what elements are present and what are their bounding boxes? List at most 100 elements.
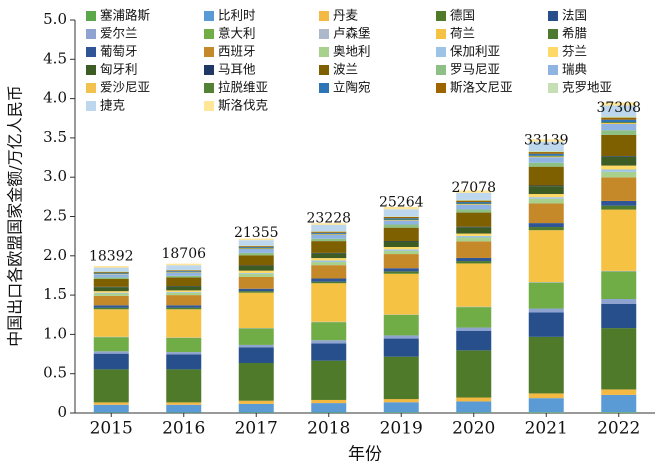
bar-segment <box>239 289 274 291</box>
bar-segment <box>456 204 491 205</box>
bar-segment <box>384 335 419 338</box>
bar-segment <box>94 296 129 305</box>
bar-segment <box>601 120 636 122</box>
bar-segment <box>601 272 636 300</box>
bar-segment <box>456 200 491 201</box>
legend-label: 法国 <box>562 8 587 23</box>
bar-segment <box>456 205 491 210</box>
bar-segment <box>601 389 636 395</box>
legend-label: 塞浦路斯 <box>100 8 150 23</box>
bar-segment <box>601 118 636 120</box>
bar-segment <box>529 154 564 156</box>
bar-segment <box>94 351 129 353</box>
bar-segment <box>311 231 346 232</box>
bar-segment <box>529 393 564 398</box>
y-tick-label: 3.5 <box>43 128 67 146</box>
legend-label: 芬兰 <box>562 44 587 59</box>
y-axis-title: 中国出口各欧盟国家金额/万亿人民币 <box>6 85 25 346</box>
bar-segment <box>601 124 636 130</box>
bar-segment <box>384 339 419 357</box>
bar-segment <box>384 399 419 402</box>
bar-segment <box>239 347 274 363</box>
bar-segment <box>529 337 564 394</box>
legend-label: 比利时 <box>218 8 256 23</box>
legend-label: 波兰 <box>333 62 358 77</box>
bar-segment <box>94 309 129 337</box>
bar-segment <box>166 354 201 369</box>
total-label: 33139 <box>524 133 569 149</box>
bar-segment <box>94 279 129 287</box>
bar-segment <box>239 401 274 404</box>
legend-swatch <box>436 29 446 39</box>
legend-label: 克罗地亚 <box>562 80 612 95</box>
bar-segment <box>601 206 636 210</box>
bar-segment <box>384 217 419 218</box>
legend-swatch <box>319 65 329 75</box>
bar-segment <box>601 299 636 304</box>
bar-segment <box>529 282 564 283</box>
legend-label: 瑞典 <box>562 62 587 77</box>
bar-segment <box>529 157 564 163</box>
bar-segment <box>456 209 491 212</box>
bar-segment <box>166 293 201 295</box>
bar-segment <box>384 271 419 273</box>
bar-segment <box>166 338 201 352</box>
bar-segment <box>311 343 346 360</box>
bar-segment <box>311 403 346 412</box>
y-tick-label: 1.5 <box>43 285 67 303</box>
bar-segment <box>529 199 564 204</box>
bar-segment <box>239 328 274 345</box>
legend-label: 马耳他 <box>218 62 256 77</box>
bar-segment <box>384 247 419 249</box>
bar-segment <box>239 293 274 328</box>
bar-segment <box>94 305 129 307</box>
bar-segment <box>239 291 274 293</box>
bar-segment <box>456 350 491 397</box>
bar-segment <box>311 258 346 260</box>
bar-segment <box>601 172 636 178</box>
bar-segment <box>166 265 201 270</box>
bar-segment <box>239 404 274 413</box>
bar-segment <box>529 230 564 282</box>
total-label: 18706 <box>161 246 206 262</box>
legend-swatch <box>86 83 96 93</box>
x-tick-label: 2022 <box>597 419 640 439</box>
legend-swatch <box>86 65 96 75</box>
bar-segment <box>529 167 564 186</box>
bar-segment <box>601 122 636 123</box>
bar-segment <box>239 246 274 247</box>
bar-segment <box>601 130 636 135</box>
x-tick-label: 2017 <box>235 419 278 439</box>
bar-segment <box>384 249 419 251</box>
total-label: 23228 <box>306 210 351 226</box>
bar-segment <box>601 157 636 166</box>
bar-segment <box>311 262 346 265</box>
bar-segment <box>529 283 564 309</box>
bar-segment <box>601 328 636 389</box>
bar-segment <box>94 402 129 404</box>
x-axis-title: 年份 <box>348 445 382 465</box>
total-label: 21355 <box>234 225 279 241</box>
bar-segment <box>239 253 274 255</box>
bar-segment <box>601 271 636 272</box>
bar-segment <box>384 254 419 268</box>
bar-segment <box>166 402 201 404</box>
y-tick-label: 4.0 <box>43 89 67 107</box>
bar-segment <box>601 201 636 206</box>
bar-segment <box>239 273 274 274</box>
bar-segment <box>456 202 491 203</box>
bar-segment <box>601 395 636 412</box>
bar-segment <box>456 213 491 227</box>
bar-segment <box>529 156 564 157</box>
y-tick-label: 1.0 <box>43 324 67 342</box>
bar-segment <box>239 255 274 265</box>
bar-segment <box>384 216 419 217</box>
bar-segment <box>311 279 346 282</box>
bar-segment <box>166 309 201 337</box>
bar-segment <box>311 235 346 239</box>
legend-swatch <box>86 11 96 21</box>
bar-segment <box>529 312 564 336</box>
bar-segment <box>529 203 564 223</box>
bar-segment <box>384 274 419 315</box>
